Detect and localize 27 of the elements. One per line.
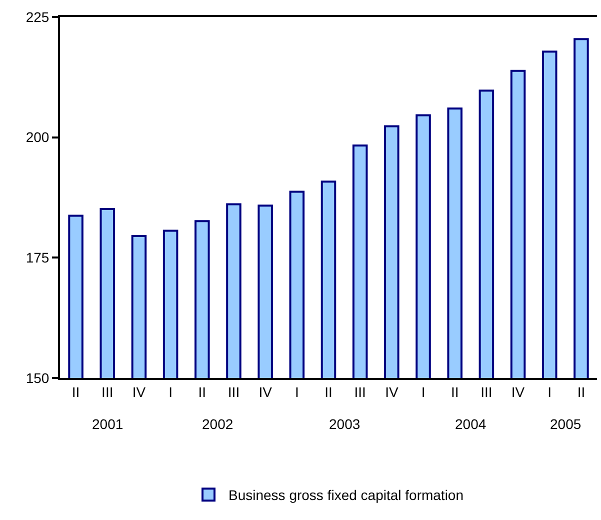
text: 2005 (550, 416, 582, 432)
text: 2004 (455, 416, 486, 432)
x-tick-label: III (102, 384, 114, 400)
x-tick-label: II (450, 384, 459, 400)
x-tick-label: I (294, 384, 299, 400)
x-tick-label: II (577, 384, 586, 400)
text: 2001 (92, 416, 124, 432)
y-tick-label: 225 (26, 8, 50, 25)
x-tick-label: II (324, 384, 332, 400)
x-tick-label: IV (511, 384, 526, 400)
x-tick-label: IV (385, 384, 399, 400)
y-tick-label: 150 (26, 370, 50, 386)
x-tick-label: III (354, 384, 366, 400)
y-tick-label: 175 (26, 250, 50, 266)
x-tick-label: III (228, 384, 240, 400)
x-tick-label: II (72, 384, 80, 400)
x-tick-label: I (168, 384, 173, 400)
x-tick-label: II (198, 384, 206, 400)
x-tick-label: I (548, 384, 552, 400)
x-tick-label: IV (132, 384, 146, 400)
text: 2002 (202, 416, 234, 432)
x-tick-label: IV (258, 384, 273, 400)
x-tick-label: III (480, 384, 492, 400)
x-tick-label: I (421, 384, 426, 400)
text: 2003 (329, 416, 360, 432)
legend-label: Business gross fixed capital formation (228, 487, 464, 504)
y-tick-label: 200 (26, 129, 50, 146)
